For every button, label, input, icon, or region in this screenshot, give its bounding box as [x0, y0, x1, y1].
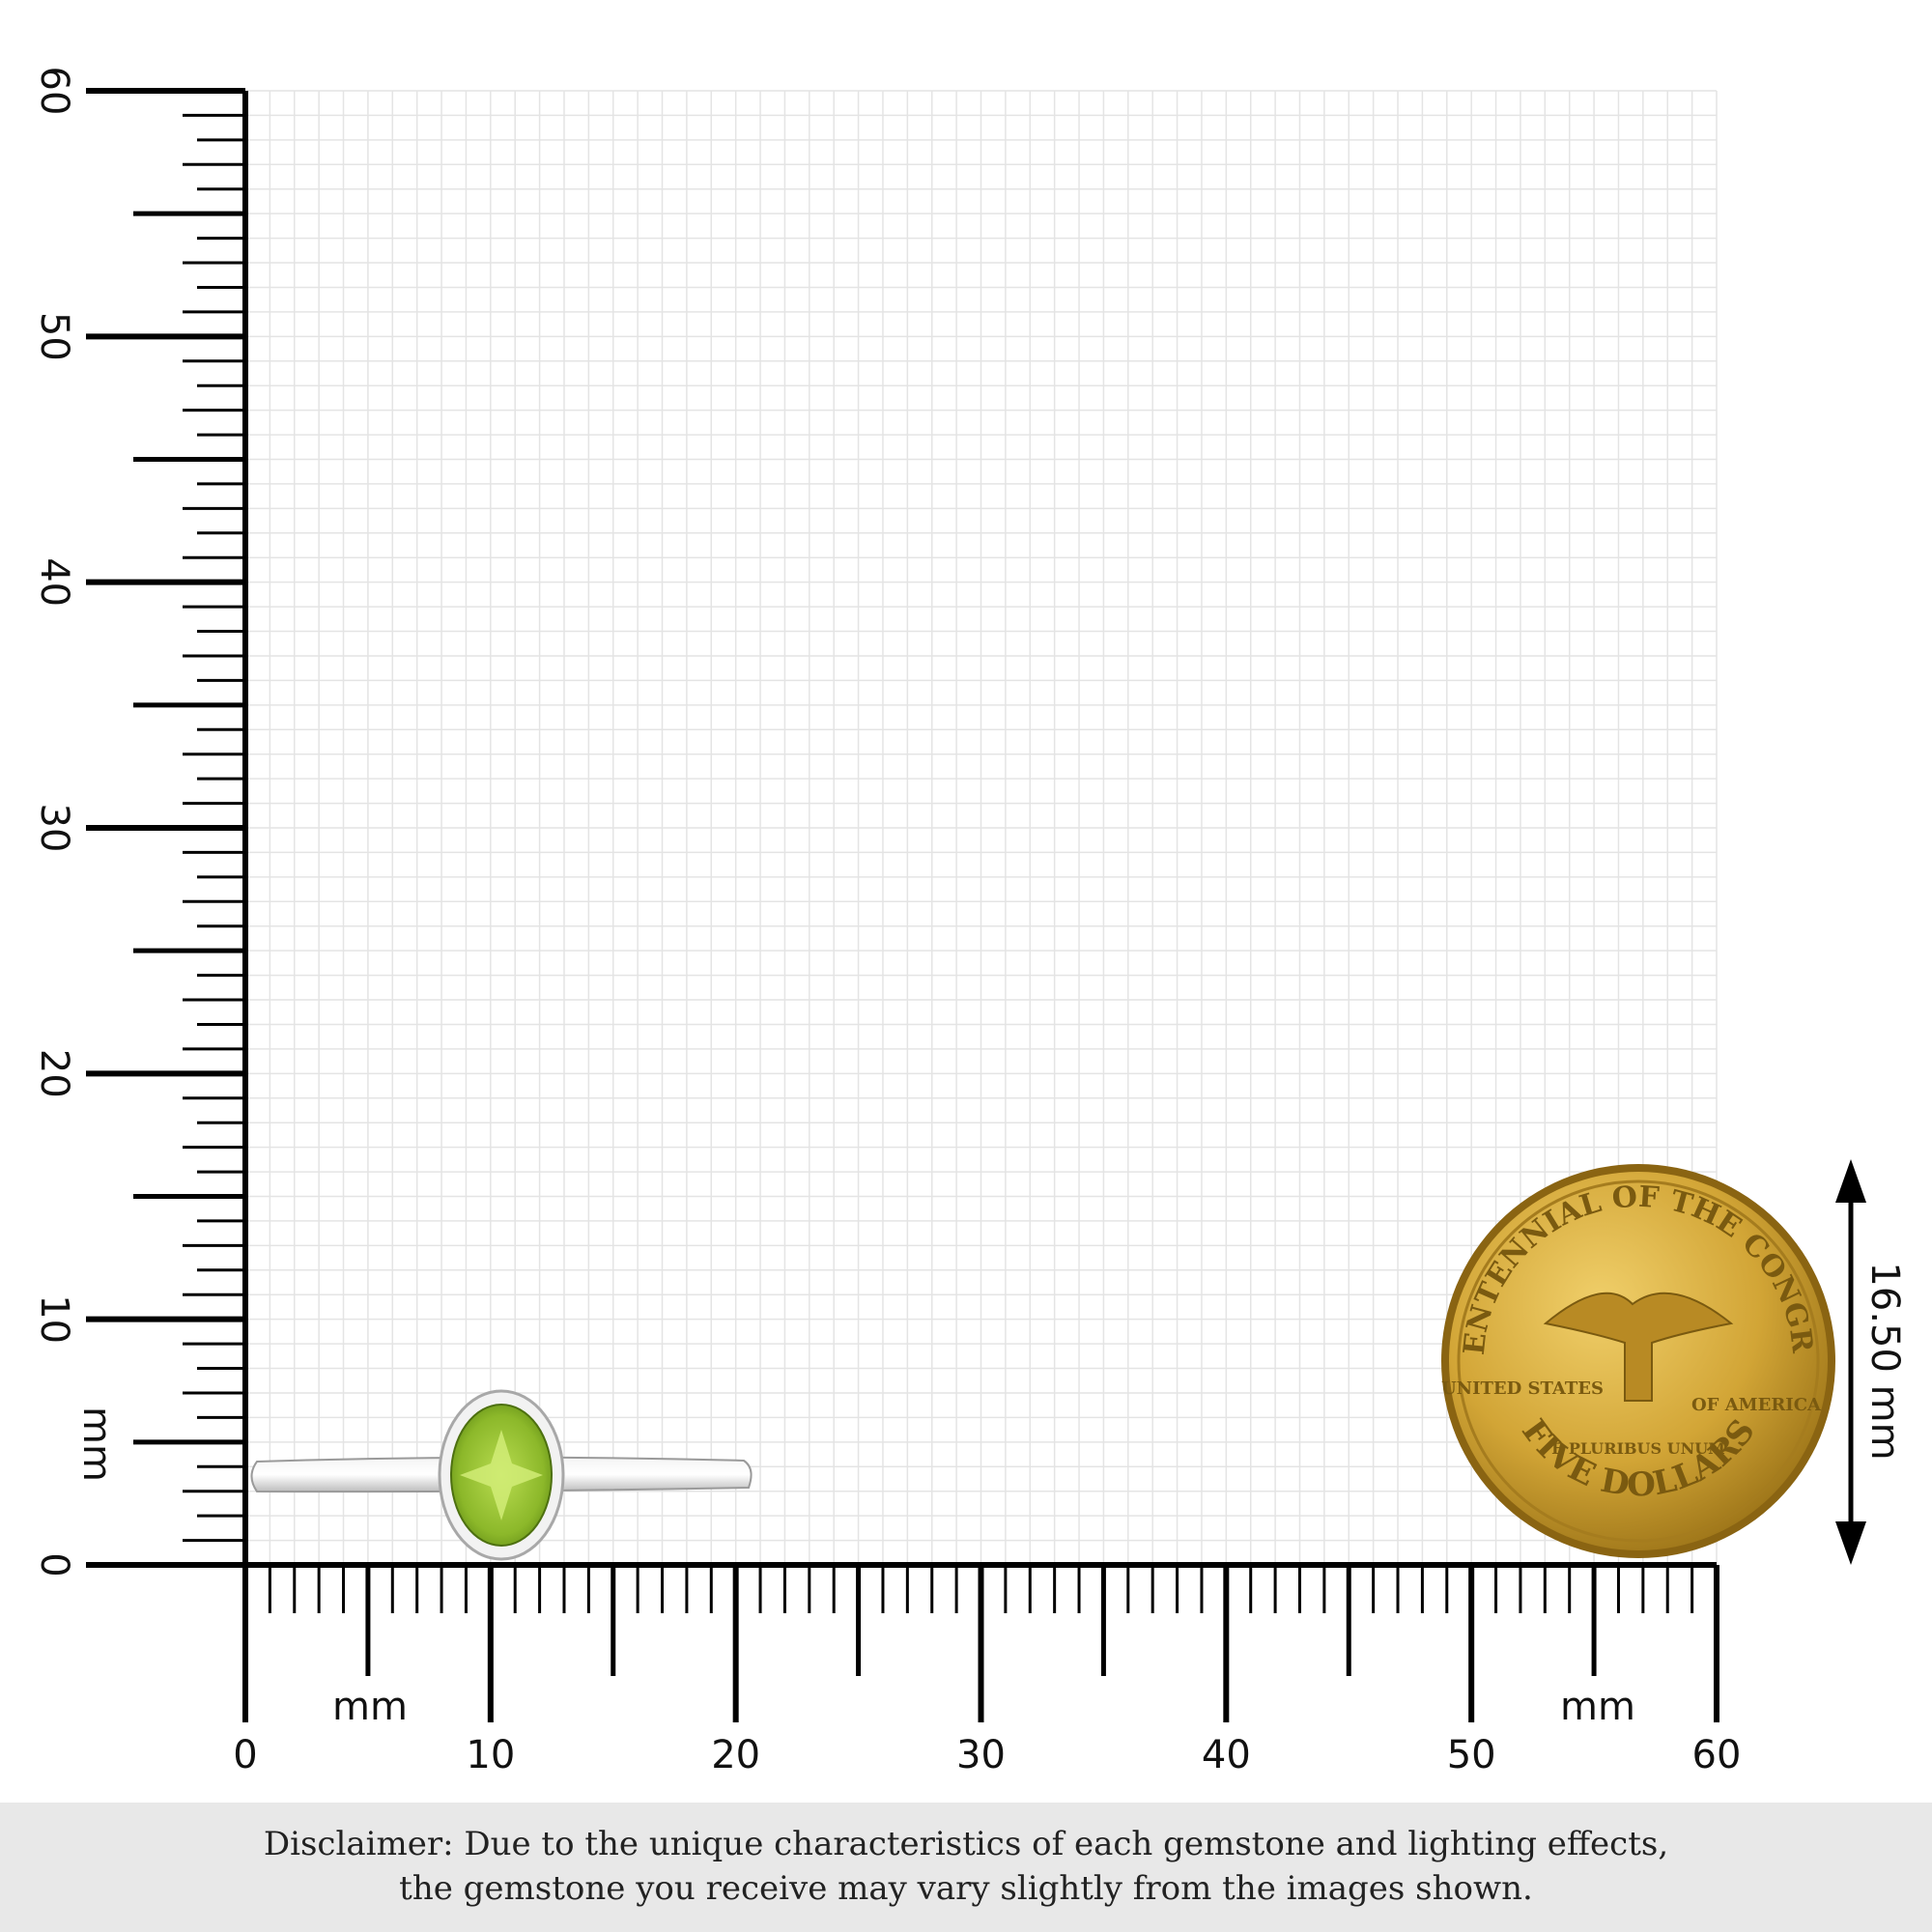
y-tick-label: 20 — [32, 1049, 76, 1098]
y-tick-label: 40 — [32, 557, 76, 607]
y-tick-label: 50 — [32, 312, 76, 361]
disclaimer-band — [0, 1803, 1932, 1932]
y-tick-label: 10 — [32, 1294, 76, 1344]
y-tick-label: 60 — [32, 67, 76, 116]
disclaimer-line: the gemstone you receive may vary slight… — [399, 1869, 1533, 1908]
x-tick-label: 0 — [233, 1733, 257, 1777]
y-tick-label: 30 — [32, 804, 76, 853]
coin-motto: E PLURIBUS UNUM — [1551, 1439, 1725, 1458]
coin-rim-top: BICENTENNIAL OF THE CONGRESS — [0, 0, 1819, 1356]
diameter-label: 16.50 mm — [1862, 1262, 1907, 1460]
coin-text: BICENTENNIAL OF THE CONGRESS — [0, 0, 1819, 1356]
ring — [250, 1389, 753, 1561]
coin-right: OF AMERICA — [1691, 1395, 1822, 1415]
diameter-arrow — [1835, 1159, 1866, 1565]
x-tick-label: 20 — [711, 1733, 760, 1777]
x-tick-label: 50 — [1447, 1733, 1496, 1777]
x-unit-label: mm — [332, 1685, 408, 1729]
x-tick-label: 10 — [466, 1733, 515, 1777]
x-tick-label: 60 — [1692, 1733, 1742, 1777]
x-tick-label: 30 — [956, 1733, 1006, 1777]
rulers: 0 10 20 30 40 50 60 0 10 20 30 40 50 60 mm mm mm — [32, 67, 1741, 1777]
x-tick-label: 40 — [1202, 1733, 1251, 1777]
coin-left: UNITED STATES — [1441, 1378, 1604, 1399]
disclaimer-line: Disclaimer: Due to the unique characteri… — [264, 1825, 1668, 1863]
y-unit-label: mm — [74, 1406, 119, 1482]
grid — [244, 90, 1718, 1566]
y-tick-label: 0 — [32, 1552, 76, 1577]
x-unit-label: mm — [1560, 1685, 1635, 1729]
